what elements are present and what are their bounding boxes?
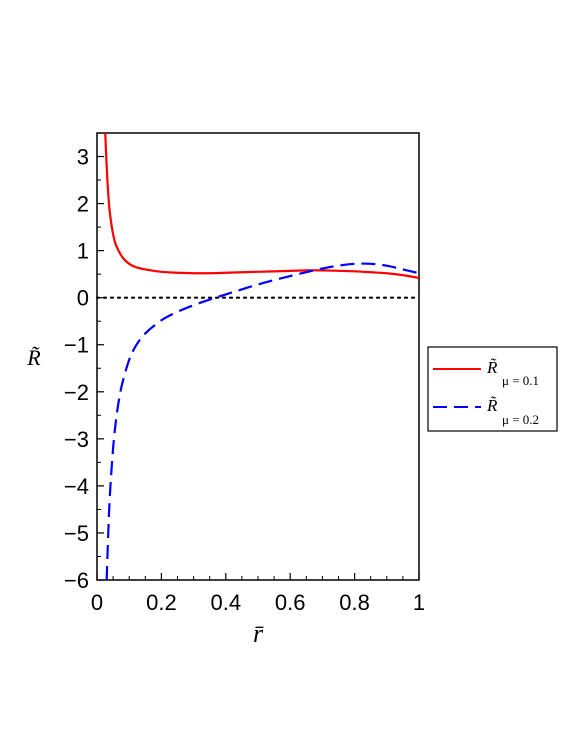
y-tick-layer: 3 2 1 0 −1 −2 −3 −4 −5 −6 [64,132,104,593]
x-tick-label: 0.8 [339,590,370,615]
legend: R̃ μ = 0.1 R̃ μ = 0.2 [427,346,558,432]
series-line-1 [104,133,419,280]
x-tick-layer: 0 0.2 0.4 0.6 0.8 1 [91,573,425,615]
series-line-2 [105,262,419,580]
y-tick-label: 3 [77,145,89,170]
y-tick-label: −5 [64,521,89,546]
y-tick-label: −1 [64,333,89,358]
legend-symbol-series-1: R̃ [486,358,498,377]
x-tick-label: 0 [91,590,103,615]
y-tick-label: 0 [77,286,89,311]
y-tick-label: 1 [77,239,89,264]
x-tick-label: 1 [413,590,425,615]
series-layer [104,133,419,580]
legend-subscript-series-1: μ = 0.1 [502,373,539,388]
y-axis-label: R̃ [26,345,41,370]
y-tick-label: −6 [64,568,89,593]
legend-box [427,346,558,432]
y-tick-label: −4 [64,474,89,499]
legend-symbol-series-2: R̃ [486,396,498,415]
x-tick-label: 0.6 [275,590,306,615]
x-tick-label: 0.4 [211,590,242,615]
y-tick-label: 2 [77,192,89,217]
plot-frame [96,132,420,581]
x-tick-label: 0.2 [146,590,177,615]
legend-subscript-series-2: μ = 0.2 [502,412,539,427]
y-tick-label: −3 [64,427,89,452]
y-tick-label: −2 [64,380,89,405]
x-axis-label: r̄ [253,619,264,648]
